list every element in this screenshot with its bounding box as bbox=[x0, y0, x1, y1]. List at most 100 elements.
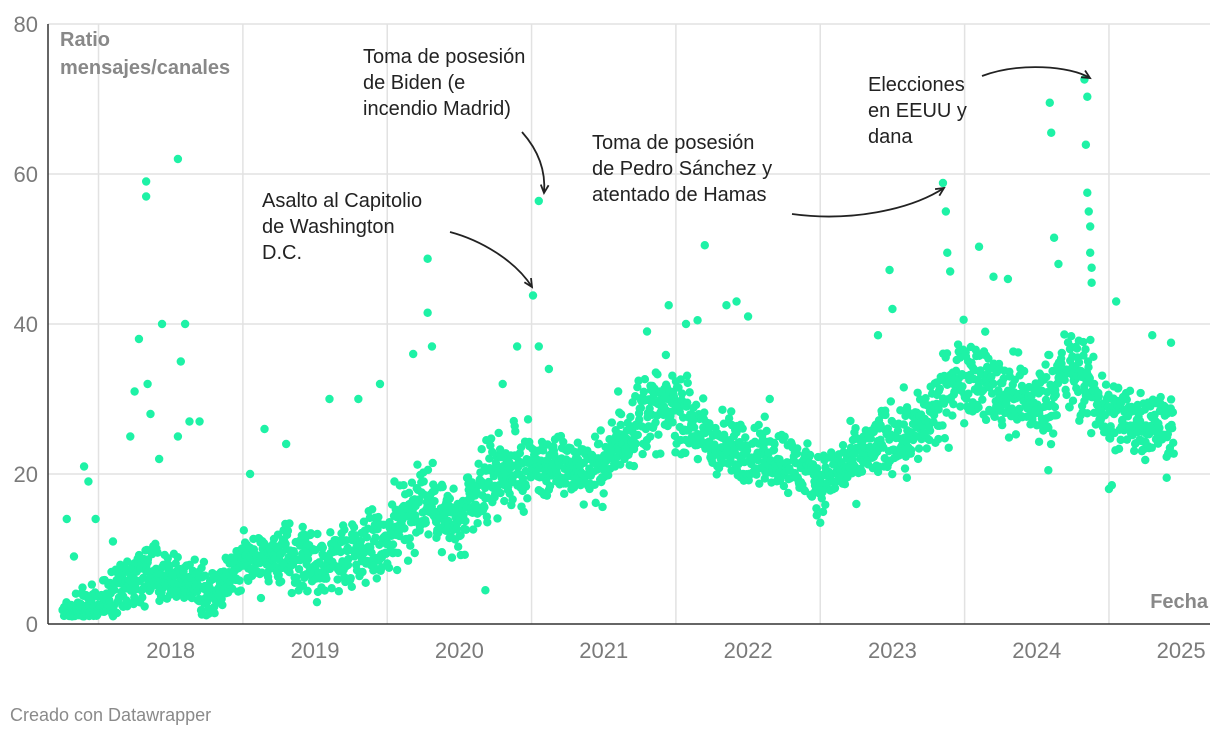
data-point bbox=[1168, 407, 1178, 417]
data-point bbox=[349, 523, 359, 532]
data-point bbox=[938, 421, 947, 430]
data-point bbox=[1166, 395, 1176, 404]
data-point bbox=[741, 433, 750, 442]
data-point bbox=[700, 408, 709, 417]
data-point bbox=[899, 383, 909, 392]
data-point bbox=[325, 394, 334, 404]
data-point bbox=[821, 500, 830, 509]
data-point bbox=[236, 586, 245, 595]
data-point bbox=[1013, 348, 1023, 357]
data-point bbox=[929, 410, 939, 420]
data-point bbox=[561, 479, 571, 488]
x-tick-label: 2021 bbox=[579, 638, 628, 663]
data-point bbox=[78, 583, 87, 592]
data-point bbox=[141, 192, 151, 201]
data-point bbox=[685, 388, 694, 397]
data-point bbox=[298, 522, 307, 532]
data-point bbox=[852, 499, 861, 509]
data-point bbox=[453, 542, 463, 551]
data-point bbox=[743, 312, 753, 321]
data-point bbox=[1169, 449, 1178, 458]
data-point bbox=[260, 424, 269, 434]
data-point bbox=[752, 470, 761, 479]
data-point bbox=[143, 379, 152, 389]
data-point bbox=[594, 439, 604, 449]
data-point bbox=[1083, 92, 1092, 101]
annotation-text: de Pedro Sánchez y bbox=[592, 158, 772, 180]
data-point bbox=[857, 467, 867, 476]
data-point bbox=[712, 470, 721, 479]
data-point bbox=[727, 407, 736, 416]
data-point bbox=[486, 434, 496, 443]
data-point bbox=[1073, 387, 1083, 397]
data-point bbox=[913, 454, 923, 464]
data-point bbox=[945, 267, 955, 276]
data-point bbox=[460, 550, 469, 560]
data-point bbox=[590, 480, 599, 490]
data-point bbox=[281, 439, 291, 449]
data-point bbox=[356, 536, 366, 546]
data-point bbox=[347, 582, 356, 592]
data-point bbox=[403, 556, 413, 565]
data-point bbox=[1015, 404, 1024, 414]
data-point bbox=[1054, 259, 1063, 269]
data-point bbox=[372, 574, 382, 583]
data-point bbox=[654, 430, 663, 439]
data-point bbox=[165, 562, 174, 571]
data-point bbox=[461, 525, 471, 534]
data-point bbox=[1087, 278, 1096, 287]
data-point bbox=[765, 394, 774, 404]
data-point bbox=[943, 248, 952, 257]
data-point bbox=[914, 444, 924, 453]
scatter-chart: 0 20 40 60 80 2018 2019 2020 2021 2022 2023 2024 202… bbox=[14, 12, 1210, 663]
data-point bbox=[521, 482, 531, 491]
data-point bbox=[274, 570, 283, 580]
data-point bbox=[1085, 248, 1095, 257]
data-point bbox=[474, 459, 483, 469]
data-point bbox=[780, 432, 789, 441]
data-point bbox=[755, 479, 764, 488]
data-point bbox=[779, 481, 789, 491]
data-point bbox=[1147, 443, 1157, 452]
data-point bbox=[157, 319, 167, 329]
data-point bbox=[473, 518, 482, 528]
data-point bbox=[803, 439, 812, 448]
data-point bbox=[138, 593, 147, 602]
data-point bbox=[423, 254, 432, 263]
data-point bbox=[180, 319, 190, 329]
data-point bbox=[989, 272, 998, 281]
data-point bbox=[406, 541, 415, 550]
data-point bbox=[163, 554, 172, 563]
data-point bbox=[981, 415, 991, 425]
data-point bbox=[1122, 395, 1131, 404]
data-point bbox=[683, 378, 692, 388]
data-point bbox=[770, 439, 779, 449]
data-point bbox=[646, 432, 655, 441]
data-point bbox=[428, 458, 437, 468]
data-point bbox=[523, 494, 532, 503]
data-point bbox=[1072, 344, 1082, 353]
data-point bbox=[1067, 332, 1076, 341]
annotation-text: Elecciones bbox=[868, 74, 965, 96]
data-point bbox=[559, 437, 568, 447]
data-point bbox=[375, 379, 385, 389]
data-point bbox=[327, 584, 336, 593]
data-point bbox=[888, 469, 897, 479]
data-point bbox=[312, 597, 322, 607]
annotation-arrow bbox=[791, 187, 945, 218]
data-point bbox=[1162, 473, 1171, 482]
data-point bbox=[322, 574, 331, 583]
data-point bbox=[642, 442, 651, 451]
data-point bbox=[997, 420, 1007, 430]
data-point bbox=[1041, 360, 1050, 369]
data-point bbox=[974, 242, 984, 251]
data-point bbox=[591, 498, 600, 508]
data-point bbox=[590, 432, 600, 441]
data-point bbox=[738, 424, 747, 433]
data-point bbox=[1084, 207, 1093, 216]
data-point bbox=[1155, 423, 1164, 433]
data-point bbox=[140, 602, 149, 611]
data-point bbox=[367, 505, 377, 514]
data-point bbox=[438, 482, 447, 492]
data-point bbox=[306, 529, 316, 538]
